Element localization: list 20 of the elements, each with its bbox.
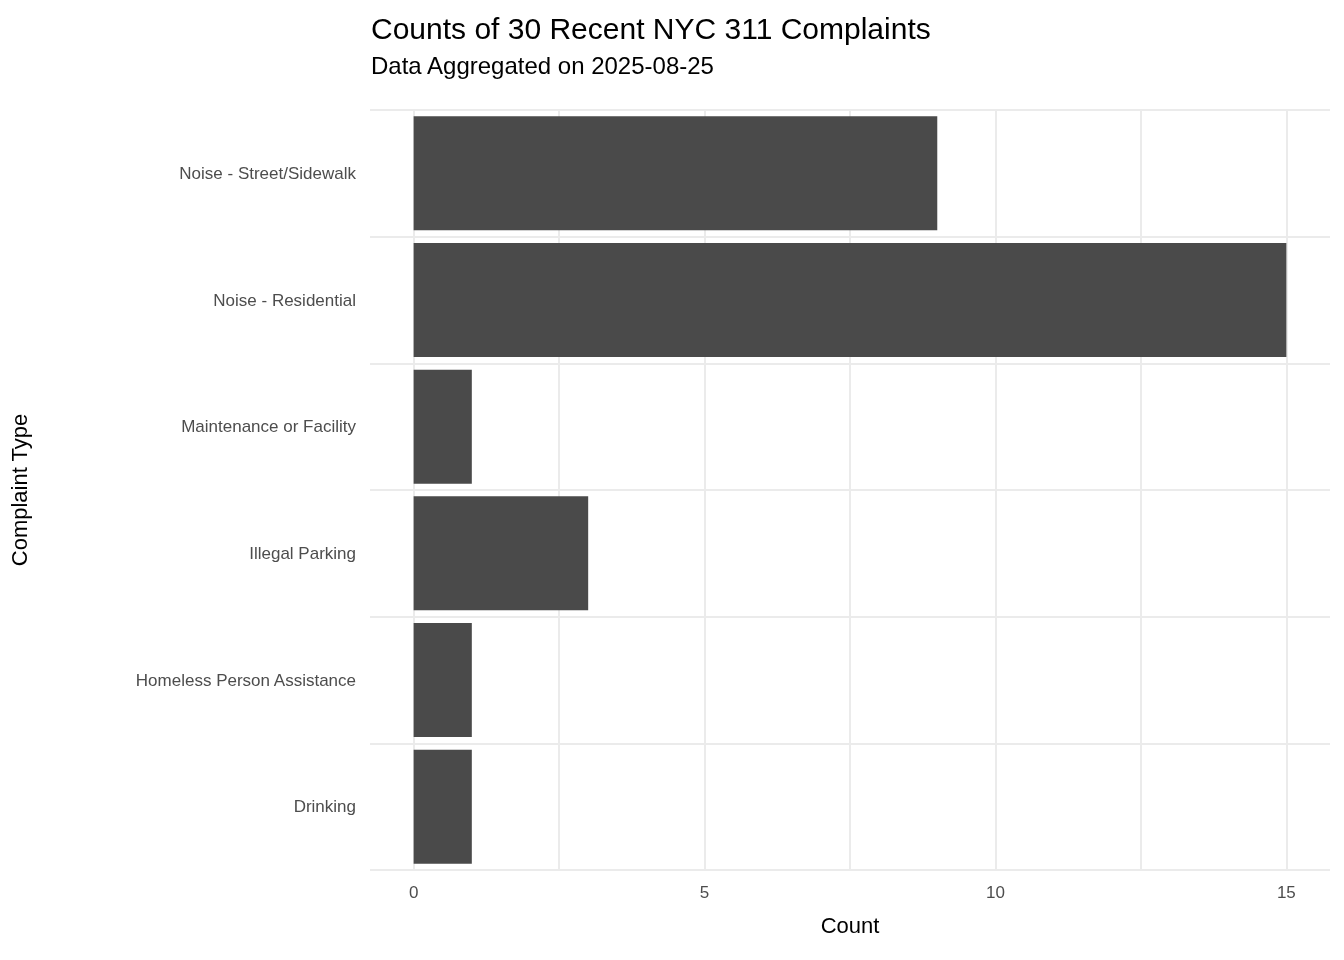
x-tick-label: 0	[408, 883, 419, 902]
y-tick-label: Drinking	[293, 797, 356, 817]
chart-title: Counts of 30 Recent NYC 311 Complaints	[371, 11, 931, 45]
y-tick-label: Noise - Residential	[213, 290, 356, 310]
y-tick-label: Illegal Parking	[249, 543, 356, 563]
y-tick-label: Noise - Street/Sidewalk	[179, 163, 357, 183]
y-axis-title: Complaint Type	[6, 413, 32, 567]
bar	[413, 623, 472, 737]
y-tick-label: Homeless Person Assistance	[135, 670, 356, 690]
bar	[413, 369, 472, 484]
chart-subtitle: Data Aggregated on 2025-08-25	[371, 51, 714, 79]
bar	[413, 116, 938, 231]
x-tick-label: 10	[985, 883, 1005, 902]
bar	[413, 496, 589, 611]
x-axis-title: Count	[820, 912, 880, 938]
bar	[413, 243, 1287, 357]
bar	[413, 749, 472, 864]
x-tick-label: 5	[699, 883, 710, 902]
y-tick-label: Maintenance or Facility	[181, 417, 357, 437]
x-tick-label: 15	[1276, 883, 1296, 902]
